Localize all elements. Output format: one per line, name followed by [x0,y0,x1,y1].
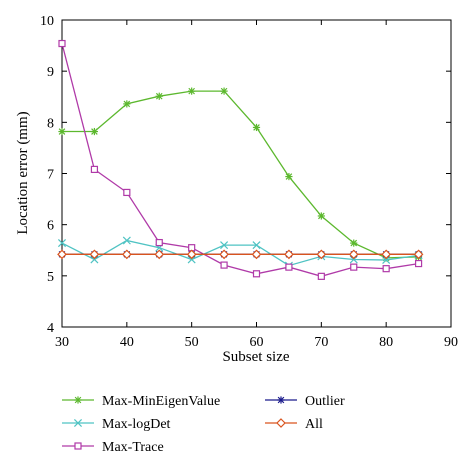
legend-label: All [305,417,323,432]
legend-swatch-marker [74,396,82,404]
y-tick-label: 10 [40,14,54,29]
y-tick-label: 8 [47,116,54,131]
x-tick-label: 50 [185,335,199,350]
legend: Max-MinEigenValue Max-logDet Max-Trace Outl… [62,394,345,455]
series-layer [57,39,424,280]
data-point-max-mineigenvalue [58,127,66,136]
data-point-all [89,249,100,260]
legend-swatch-marker [73,418,83,428]
x-tick-label: 60 [250,335,264,350]
data-point-max-mineigenvalue [188,87,196,95]
y-tick-label: 7 [47,168,54,183]
axis-ticks: 30 40 50 60 70 80 90 4 5 6 7 8 9 10 [40,14,458,350]
legend-item-max-trace: Max-Trace [62,440,164,455]
data-point-max-mineigenvalue [90,127,99,136]
data-point-max-trace [58,39,66,48]
data-point-max-logdet [122,236,131,245]
data-point-all [413,249,424,260]
data-point-max-trace [252,270,261,278]
y-tick-label: 4 [47,321,54,336]
x-tick-label: 80 [379,335,393,350]
data-point-max-trace [90,165,99,174]
data-point-max-mineigenvalue [350,239,358,247]
data-point-all [284,249,294,260]
data-point-all [219,249,229,260]
legend-swatch-marker [276,418,286,428]
x-axis-title: Subset size [222,349,289,365]
series-max-mineigenvalue [58,87,423,262]
x-tick-label: 70 [314,335,328,350]
legend-item-max-mineigenvalue: Max-MinEigenValue [62,394,220,409]
data-point-all [186,249,197,260]
series-line-max-trace [61,43,419,277]
y-tick-label: 6 [47,219,54,234]
series-line-max-logdet [61,239,419,267]
x-tick-label: 90 [444,335,458,350]
data-point-max-trace [220,261,228,269]
data-point-max-mineigenvalue [317,212,325,220]
legend-swatch-marker [277,396,285,404]
data-point-max-trace [155,238,163,247]
data-point-max-trace [123,188,131,197]
series-max-trace [58,39,423,280]
data-point-all [154,249,165,260]
x-tick-label: 30 [55,335,69,350]
data-point-max-logdet [57,239,67,248]
x-tick-label: 40 [120,335,134,350]
data-point-max-trace [350,263,358,271]
legend-swatch-marker [74,442,82,450]
series-line-max-mineigenvalue [62,90,419,259]
legend-item-max-logdet: Max-logDet [62,417,171,432]
y-tick-label: 9 [47,65,54,80]
data-point-max-trace [382,265,390,273]
data-point-max-trace [317,272,325,280]
data-point-max-trace [414,259,423,268]
data-point-max-mineigenvalue [155,92,163,100]
series-all [57,249,424,260]
y-axis-title: Location error (mm) [15,111,31,234]
legend-label: Max-logDet [102,417,171,432]
data-point-all [251,249,262,260]
data-point-max-mineigenvalue [220,87,228,95]
series-max-logdet [57,236,423,270]
data-point-max-mineigenvalue [252,123,261,132]
legend-item-all: All [265,417,323,432]
data-point-max-logdet [220,241,229,250]
data-point-max-mineigenvalue [123,100,131,108]
data-point-max-mineigenvalue [285,172,293,181]
data-point-all [348,249,359,260]
legend-label: Max-Trace [102,440,164,455]
data-point-max-trace [285,263,293,271]
plot-frame [61,19,452,328]
legend-label: Outlier [305,394,345,409]
data-point-all [121,249,132,260]
legend-item-outlier: Outlier [265,394,345,409]
y-tick-label: 5 [47,270,54,285]
data-point-all [316,249,327,260]
data-point-all [57,249,67,260]
legend-label: Max-MinEigenValue [102,394,220,409]
data-point-all [381,249,392,260]
data-point-max-logdet [252,241,261,250]
